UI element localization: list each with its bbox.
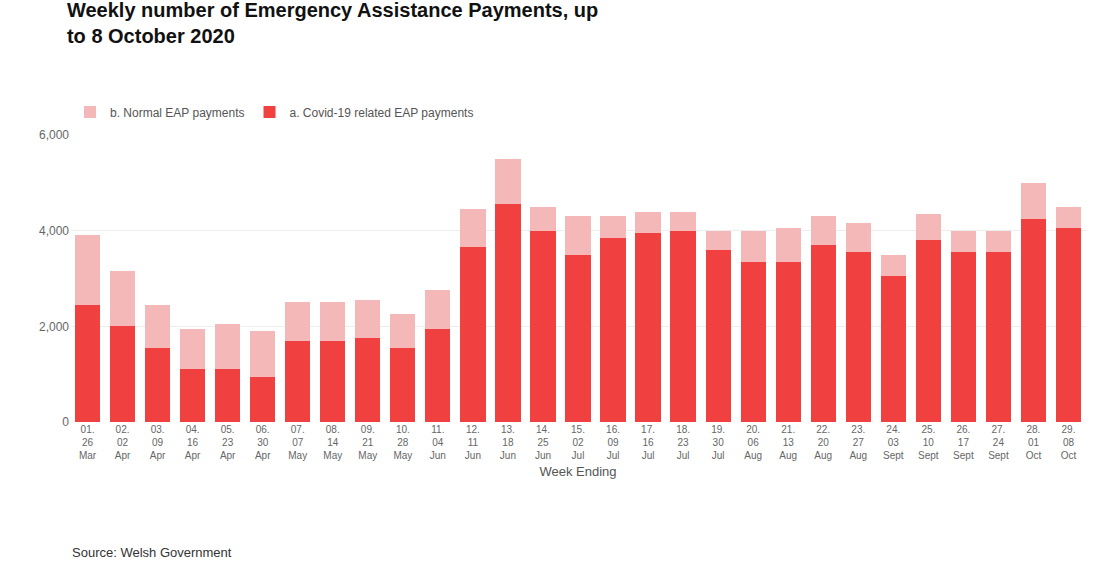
- svg-text:08.14May: 08.14May: [323, 424, 342, 461]
- svg-text:17.16Jul: 17.16Jul: [641, 424, 655, 461]
- svg-text:25.10Sept: 25.10Sept: [918, 424, 939, 461]
- svg-text:20.06Aug: 20.06Aug: [744, 424, 762, 461]
- svg-text:18.23Jul: 18.23Jul: [676, 424, 690, 461]
- svg-text:04.16Apr: 04.16Apr: [185, 424, 201, 461]
- svg-text:02.02Apr: 02.02Apr: [115, 424, 131, 461]
- svg-text:0: 0: [62, 415, 69, 429]
- svg-text:Week Ending: Week Ending: [539, 464, 616, 479]
- svg-text:2,000: 2,000: [39, 320, 69, 334]
- svg-text:22.20Aug: 22.20Aug: [814, 424, 832, 461]
- svg-text:4,000: 4,000: [39, 224, 69, 238]
- svg-text:21.13Aug: 21.13Aug: [779, 424, 797, 461]
- svg-text:27.24Sept: 27.24Sept: [988, 424, 1009, 461]
- svg-text:06.30Apr: 06.30Apr: [255, 424, 271, 461]
- svg-text:03.09Apr: 03.09Apr: [150, 424, 166, 461]
- svg-text:01.26Mar: 01.26Mar: [79, 424, 97, 461]
- svg-text:09.21May: 09.21May: [358, 424, 377, 461]
- svg-text:6,000: 6,000: [39, 128, 69, 142]
- svg-text:11.04Jun: 11.04Jun: [430, 424, 446, 461]
- svg-text:a. Covid-19 related EAP paymen: a. Covid-19 related EAP payments: [290, 106, 474, 120]
- svg-text:26.17Sept: 26.17Sept: [953, 424, 974, 461]
- svg-text:15.02Jul: 15.02Jul: [571, 424, 585, 461]
- svg-text:07.07May: 07.07May: [288, 424, 307, 461]
- svg-text:16.09Jul: 16.09Jul: [606, 424, 620, 461]
- svg-text:24.03Sept: 24.03Sept: [883, 424, 904, 461]
- svg-text:05.23Apr: 05.23Apr: [220, 424, 236, 461]
- svg-text:29.08Oct: 29.08Oct: [1061, 424, 1077, 461]
- svg-text:19.30Jul: 19.30Jul: [711, 424, 725, 461]
- svg-text:10.28May: 10.28May: [393, 424, 412, 461]
- svg-text:14.25Jun: 14.25Jun: [535, 424, 551, 461]
- svg-text:23.27Aug: 23.27Aug: [849, 424, 867, 461]
- svg-text:13.18Jun: 13.18Jun: [500, 424, 516, 461]
- svg-text:Source: Welsh Government: Source: Welsh Government: [72, 545, 232, 560]
- svg-text:28.01Oct: 28.01Oct: [1026, 424, 1042, 461]
- svg-text:Weekly number of Emergency Ass: Weekly number of Emergency Assistance Pa…: [67, 0, 598, 47]
- svg-text:12.11Jun: 12.11Jun: [465, 424, 481, 461]
- svg-text:b. Normal EAP payments: b. Normal EAP payments: [110, 106, 245, 120]
